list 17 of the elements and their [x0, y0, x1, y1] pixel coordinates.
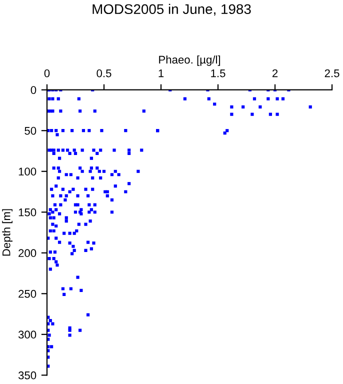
x-tick-label: 0.5: [96, 69, 112, 78]
y-tick-label: 250: [18, 290, 36, 298]
chart-title: MODS2005 in June, 1983: [92, 4, 251, 16]
x-tick-label: 2: [272, 69, 278, 78]
y-tick-label: 50: [24, 126, 36, 135]
y-tick-label: 350: [18, 371, 36, 380]
y-axis-title: Depth [m]: [2, 209, 12, 256]
y-tick-label: 150: [18, 208, 36, 216]
x-tick-label: 1: [158, 69, 164, 78]
x-tick-label: 2.5: [324, 69, 340, 78]
x-tick-label: 0: [44, 69, 50, 78]
y-tick-label: 300: [18, 330, 36, 339]
y-tick-label: 100: [18, 168, 36, 176]
y-tick-label: 0: [30, 86, 36, 94]
x-tick-label: 1.5: [211, 69, 226, 78]
y-tick-label: 200: [18, 249, 36, 258]
x-axis-title: Phaeo. [µg/l]: [159, 55, 220, 66]
